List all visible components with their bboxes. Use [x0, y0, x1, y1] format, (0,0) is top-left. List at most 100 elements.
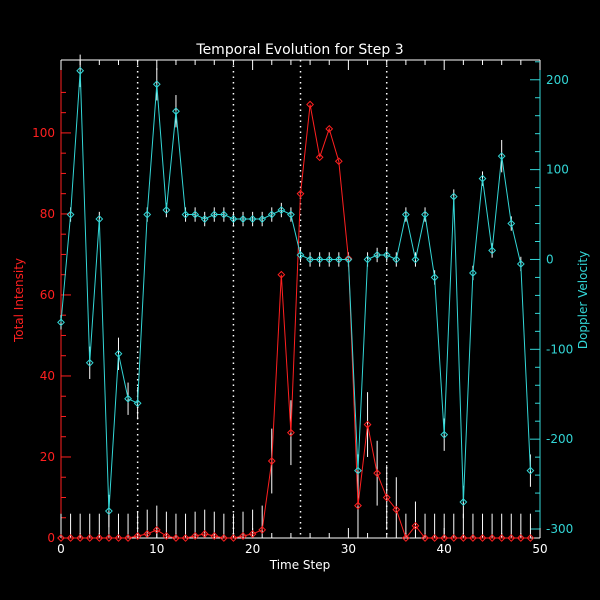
intensity-point	[469, 534, 477, 542]
left-y-tick-label: 60	[40, 288, 55, 302]
velocity-point	[76, 66, 85, 75]
intensity-point	[373, 469, 382, 478]
velocity-point	[267, 210, 276, 219]
x-tick-label: 40	[437, 542, 452, 556]
velocity-point	[325, 255, 334, 264]
right-y-tick-label: -100	[546, 342, 573, 356]
intensity-point	[277, 270, 286, 279]
x-tick-label: 10	[149, 542, 164, 556]
velocity-point	[191, 210, 200, 219]
left-y-tick-label: 40	[40, 369, 55, 383]
intensity-point	[267, 457, 276, 465]
intensity-point	[200, 530, 209, 538]
intensity-point	[239, 532, 247, 540]
intensity-point	[181, 534, 190, 542]
velocity-point	[239, 215, 247, 223]
velocity-point	[210, 210, 219, 219]
intensity-point	[219, 534, 228, 542]
intensity-point	[114, 534, 123, 542]
velocity-point	[133, 399, 142, 408]
velocity-point	[516, 260, 525, 268]
velocity-point	[344, 255, 353, 264]
intensity-point	[191, 532, 200, 540]
intensity-point	[315, 153, 324, 162]
intensity-point	[57, 534, 65, 542]
velocity-point	[497, 152, 506, 161]
intensity-point	[85, 534, 94, 542]
left-y-tick-label: 20	[40, 450, 55, 464]
intensity-point	[488, 534, 497, 542]
velocity-point	[229, 215, 238, 223]
velocity-point	[200, 215, 209, 223]
intensity-point	[526, 534, 535, 542]
velocity-point	[478, 174, 487, 183]
intensity-point	[248, 530, 257, 538]
intensity-point	[296, 189, 305, 198]
intensity-point	[66, 534, 75, 542]
velocity-point	[373, 251, 382, 259]
velocity-point	[124, 394, 132, 403]
intensity-point	[210, 532, 219, 540]
velocity-point	[104, 507, 113, 515]
velocity-point	[85, 358, 94, 367]
velocity-point	[143, 210, 152, 219]
velocity-point	[469, 269, 477, 277]
intensity-point	[124, 534, 132, 542]
intensity-point	[325, 124, 334, 133]
intensity-point	[95, 534, 104, 542]
x-tick-label: 0	[57, 542, 65, 556]
velocity-point	[488, 246, 497, 255]
left-y-tick-label: 100	[32, 126, 55, 140]
velocity-point	[287, 210, 295, 219]
intensity-point	[497, 534, 506, 542]
intensity-point	[516, 534, 525, 542]
intensity-point	[258, 525, 267, 534]
velocity-point	[440, 430, 449, 439]
intensity-point	[104, 534, 113, 542]
velocity-point	[114, 349, 123, 358]
intensity-point	[478, 534, 487, 542]
intensity-point	[143, 530, 152, 538]
right-y-tick-label: 0	[546, 252, 554, 266]
velocity-point	[401, 210, 410, 219]
velocity-point	[526, 466, 535, 475]
intensity-point	[401, 534, 410, 542]
velocity-point	[181, 210, 190, 219]
x-tick-label: 20	[245, 542, 260, 556]
chart-title: Temporal Evolution for Step 3	[195, 42, 403, 58]
intensity-point	[430, 534, 439, 542]
intensity-point	[76, 534, 85, 542]
velocity-point	[219, 210, 228, 219]
velocity-point	[172, 107, 180, 116]
velocity-point	[334, 255, 343, 264]
left-axis-label: Total Intensity	[12, 258, 26, 343]
velocity-point	[382, 251, 391, 259]
intensity-point	[459, 534, 468, 542]
velocity-point	[296, 251, 305, 259]
right-y-tick-label: -200	[546, 432, 573, 446]
intensity-point	[162, 532, 171, 540]
intensity-point	[507, 534, 516, 542]
intensity-point	[363, 420, 372, 429]
velocity-point	[57, 318, 65, 327]
velocity-point	[258, 215, 267, 223]
right-y-tick-label: 200	[546, 73, 569, 87]
velocity-point	[152, 80, 161, 89]
left-y-tick-label: 0	[47, 531, 55, 545]
left-y-tick-label: 80	[40, 207, 55, 221]
velocity-point	[411, 255, 420, 264]
intensity-point	[172, 534, 180, 542]
velocity-point	[162, 206, 171, 214]
intensity-point	[287, 428, 295, 437]
intensity-point	[306, 100, 314, 109]
velocity-point	[421, 210, 429, 219]
velocity-point	[66, 210, 75, 219]
intensity-point	[421, 534, 429, 542]
x-tick-label: 30	[341, 542, 356, 556]
intensity-line	[61, 104, 531, 540]
velocity-point	[248, 215, 257, 223]
intensity-point	[152, 525, 161, 534]
velocity-point	[277, 206, 286, 214]
intensity-point	[440, 534, 449, 542]
